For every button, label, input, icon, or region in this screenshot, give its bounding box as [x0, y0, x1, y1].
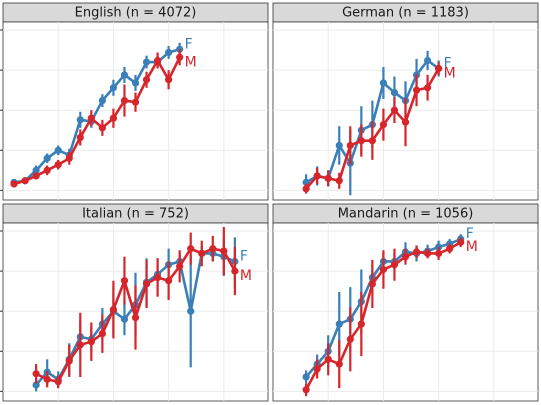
point — [32, 370, 40, 378]
point — [187, 307, 195, 315]
point — [142, 58, 151, 66]
point — [379, 265, 388, 274]
panel-title: Mandarin (n = 1056) — [338, 207, 474, 222]
point — [390, 88, 399, 97]
panel-title: Italian (n = 752) — [82, 207, 189, 222]
panel-title: German (n = 1183) — [342, 6, 469, 21]
point — [423, 84, 432, 92]
point — [21, 177, 29, 185]
point — [401, 253, 410, 261]
point — [142, 280, 151, 288]
point — [368, 137, 376, 145]
point — [231, 267, 239, 275]
point — [346, 141, 354, 150]
point — [32, 166, 40, 174]
point — [98, 96, 106, 105]
point — [109, 305, 118, 314]
point — [302, 178, 310, 186]
point — [209, 245, 217, 253]
point — [357, 320, 365, 328]
point — [412, 86, 421, 94]
point — [32, 381, 40, 389]
point — [131, 314, 140, 322]
point — [435, 249, 443, 258]
point — [131, 79, 140, 87]
point — [313, 172, 321, 180]
point — [87, 338, 95, 346]
point — [43, 375, 51, 383]
point — [142, 76, 151, 84]
series-label: M — [240, 268, 252, 284]
point — [87, 114, 95, 122]
series-label: M — [185, 54, 197, 70]
point — [313, 365, 321, 373]
point — [176, 53, 184, 61]
point — [324, 174, 332, 182]
point — [43, 166, 51, 174]
point — [335, 177, 343, 185]
point — [220, 247, 228, 255]
point — [165, 277, 173, 285]
point — [165, 48, 173, 57]
point — [131, 98, 140, 106]
point — [379, 79, 388, 87]
point — [65, 357, 73, 365]
point — [423, 56, 432, 65]
point — [302, 185, 310, 193]
point — [120, 71, 129, 79]
series-label: F — [240, 248, 248, 264]
series-label: F — [466, 226, 474, 242]
point — [335, 141, 343, 150]
point — [390, 261, 399, 269]
series-label: M — [466, 239, 478, 255]
point — [76, 116, 84, 124]
point — [176, 262, 184, 270]
point — [187, 245, 195, 253]
point — [120, 315, 129, 323]
point — [76, 133, 84, 142]
point — [120, 277, 129, 285]
point — [401, 118, 410, 126]
point — [54, 378, 62, 386]
point — [10, 180, 18, 188]
point — [423, 249, 432, 258]
point — [368, 280, 376, 288]
point — [76, 341, 84, 349]
series-line — [13, 48, 181, 184]
series-line — [13, 56, 181, 186]
point — [412, 248, 421, 256]
point — [335, 360, 343, 368]
point — [54, 146, 62, 154]
point — [457, 238, 465, 246]
point — [98, 330, 106, 338]
panel-title: English (n = 4072) — [75, 6, 197, 21]
series-label: F — [185, 36, 193, 52]
point — [302, 373, 310, 381]
point — [109, 84, 118, 92]
point — [324, 355, 332, 363]
point — [446, 245, 454, 253]
point — [109, 114, 118, 122]
point — [335, 320, 343, 328]
point — [65, 154, 73, 162]
point — [346, 335, 354, 343]
point — [120, 96, 129, 105]
point — [165, 76, 173, 84]
point — [390, 106, 399, 114]
point — [302, 386, 310, 394]
point — [54, 161, 62, 169]
point — [153, 56, 162, 65]
point — [98, 124, 106, 132]
point — [379, 121, 388, 129]
point — [43, 154, 51, 162]
series-label: F — [444, 56, 452, 72]
point — [198, 249, 206, 258]
series-label: M — [444, 66, 456, 82]
point — [435, 64, 443, 73]
point — [357, 137, 365, 145]
point — [153, 273, 162, 282]
point — [32, 172, 40, 180]
